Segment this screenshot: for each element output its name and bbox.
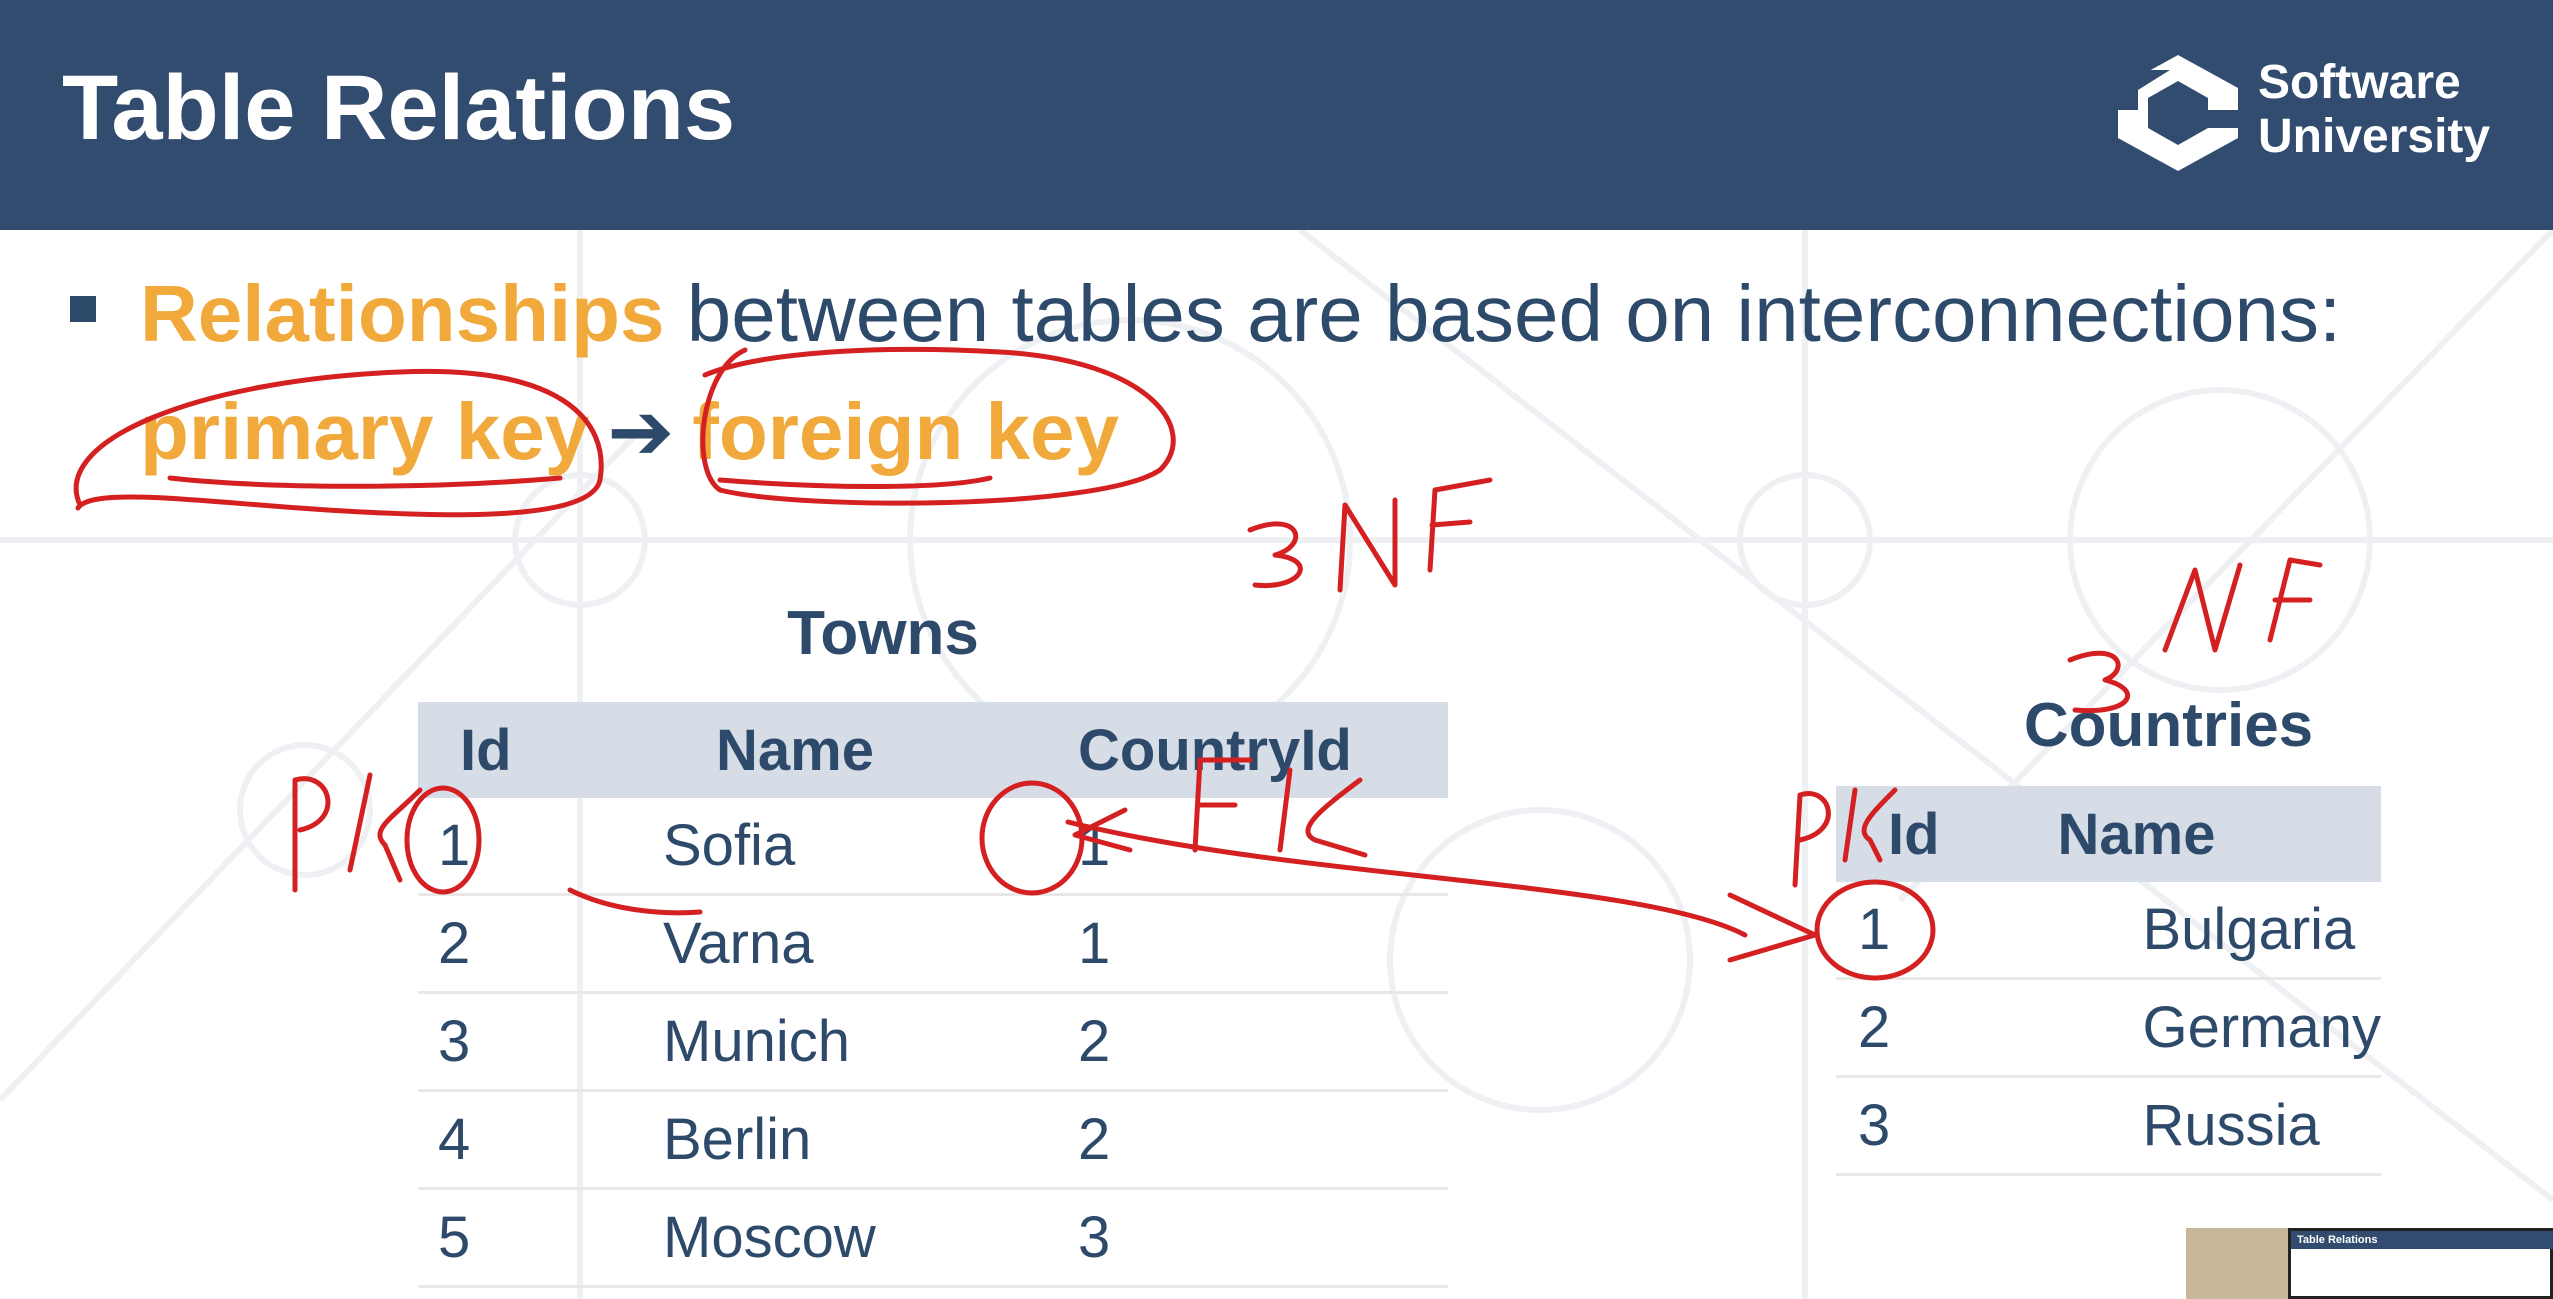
countries-table-title: Countries — [2023, 691, 2314, 760]
bullet-text: Relationships between tables are based o… — [140, 270, 2341, 358]
table-cell: 1 — [418, 798, 548, 896]
table-row: 5 Moscow 3 — [418, 1188, 1448, 1288]
table-row: 1 Sofia 1 — [418, 798, 1448, 896]
table-cell: 1 — [978, 894, 1448, 994]
table-cell: 1 — [1836, 882, 1963, 980]
foreign-key-label: foreign key — [692, 387, 1120, 476]
table-cell: Moscow — [548, 1188, 978, 1288]
slide-preview-title: Table Relations — [2291, 1231, 2553, 1249]
table-cell: 3 — [1836, 1076, 1963, 1176]
key-relation-line: primary key ➔ foreign key — [140, 388, 1119, 476]
towns-header-row: Id Name CountryId — [418, 702, 1448, 798]
towns-col-id: Id — [418, 702, 548, 798]
table-cell: 2 — [1836, 978, 1963, 1078]
towns-col-countryid: CountryId — [978, 702, 1448, 798]
table-cell: 3 — [978, 1188, 1448, 1288]
table-cell: Munich — [548, 992, 978, 1092]
slide-header: Table Relations Software University — [0, 0, 2553, 230]
presenter-thumbnail: Table Relations — [2186, 1228, 2553, 1299]
table-cell: 1 — [978, 798, 1448, 896]
relationships-keyword: Relationships — [140, 269, 665, 358]
table-cell: 5 — [418, 1188, 548, 1288]
logo-text-line1: Software — [2258, 56, 2461, 109]
slide-preview: Table Relations — [2288, 1228, 2553, 1299]
countries-table: Id Name 1 Bulgaria 2 Germany 3 Russia — [1836, 786, 2381, 1176]
table-row: 1 Bulgaria — [1836, 882, 2381, 980]
table-cell: 2 — [978, 992, 1448, 1092]
logo-text-line2: University — [2258, 110, 2491, 163]
table-cell: 2 — [418, 894, 548, 994]
countries-col-id: Id — [1836, 786, 1963, 882]
table-cell: Germany — [1962, 978, 2381, 1078]
table-cell: Sofia — [548, 798, 978, 896]
towns-col-name: Name — [548, 702, 978, 798]
table-row: 3 Russia — [1836, 1076, 2381, 1176]
bullet-marker — [70, 296, 96, 322]
table-cell: Bulgaria — [1962, 882, 2381, 980]
table-cell: 2 — [978, 1090, 1448, 1190]
table-cell: Varna — [548, 894, 978, 994]
table-row: 2 Germany — [1836, 978, 2381, 1078]
towns-table: Id Name CountryId 1 Sofia 1 2 Varna 1 3 Munich 2… — [418, 702, 1448, 1288]
table-cell: Berlin — [548, 1090, 978, 1190]
table-cell: Russia — [1962, 1076, 2381, 1176]
arrow-icon: ➔ — [607, 387, 675, 476]
towns-table-title: Towns — [787, 599, 979, 668]
slide-title: Table Relations — [62, 57, 736, 159]
table-cell: 4 — [418, 1090, 548, 1190]
table-row: 4 Berlin 2 — [418, 1090, 1448, 1190]
logo-icon — [2118, 55, 2238, 171]
table-cell: 3 — [418, 992, 548, 1092]
countries-header-row: Id Name — [1836, 786, 2381, 882]
primary-key-label: primary key — [140, 387, 590, 476]
countries-col-name: Name — [1962, 786, 2381, 882]
software-university-logo: Software University — [2108, 50, 2528, 175]
bullet-rest-text: between tables are based on interconnect… — [664, 269, 2342, 358]
table-row: 3 Munich 2 — [418, 992, 1448, 1092]
table-row: 2 Varna 1 — [418, 894, 1448, 994]
presenter-camera — [2186, 1228, 2288, 1299]
